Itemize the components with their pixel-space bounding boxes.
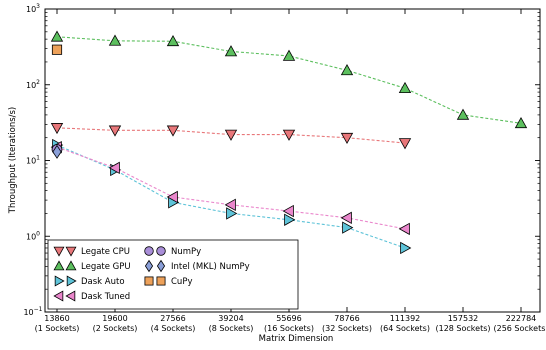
data-point-1 [110, 35, 121, 45]
data-point-0 [226, 130, 237, 140]
y-tick-label: 10−1 [23, 306, 42, 317]
legend-label: Intel (MKL) NumPy [171, 262, 250, 272]
legend-label: Dask Auto [81, 277, 125, 287]
x-tick-sublabel: (8 Sockets) [209, 324, 254, 333]
data-point-1 [342, 65, 353, 75]
legend-marker [145, 277, 153, 285]
data-point-3 [342, 212, 352, 223]
data-point-0 [400, 139, 411, 149]
data-point-1 [284, 50, 295, 60]
x-axis-label: Matrix Dimension [259, 334, 334, 344]
x-tick-sublabel: (2 Sockets) [93, 324, 138, 333]
data-point-3 [400, 223, 410, 234]
data-point-0 [342, 133, 353, 143]
legend-marker [157, 277, 165, 285]
data-point-0 [52, 123, 63, 133]
x-tick-sublabel: (64 Sockets) [380, 324, 430, 333]
y-tick-label: 102 [26, 79, 40, 90]
data-point-6 [52, 45, 61, 54]
x-tick-label: 157532 [448, 314, 479, 323]
x-tick-sublabel: (32 Sockets) [322, 324, 372, 333]
x-tick-label: 55696 [276, 314, 301, 323]
x-tick-label: 19600 [102, 314, 127, 323]
data-point-2 [401, 242, 411, 253]
x-tick-sublabel: (4 Sockets) [151, 324, 196, 333]
x-tick-label: 78766 [334, 314, 359, 323]
x-tick-label: 111392 [390, 314, 421, 323]
y-tick-label: 101 [26, 155, 40, 166]
data-point-1 [400, 83, 411, 93]
legend-label: NumPy [171, 247, 201, 257]
x-tick-label: 39204 [218, 314, 243, 323]
x-tick-sublabel: (256 Sockets) [494, 324, 546, 333]
data-point-1 [52, 31, 63, 41]
y-axis-label: Throughput (Iterations/s) [8, 107, 18, 214]
legend-marker [157, 247, 166, 256]
x-tick-sublabel: (128 Sockets) [436, 324, 491, 333]
legend-marker [145, 247, 154, 256]
series-line-2 [57, 145, 405, 248]
data-point-1 [458, 109, 469, 119]
legend-label: CuPy [171, 277, 192, 287]
y-tick-label: 100 [26, 230, 40, 241]
legend-label: Legate GPU [81, 262, 131, 272]
legend: Legate CPU Legate GPU Dask Auto Dask Tuned N… [48, 240, 298, 309]
y-tick-label: 103 [26, 3, 40, 14]
legend-label: Legate CPU [81, 247, 130, 257]
legend-label: Dask Tuned [81, 292, 130, 302]
x-tick-sublabel: (1 Sockets) [35, 324, 80, 333]
x-tick-sublabel: (16 Sockets) [264, 324, 314, 333]
x-tick-label: 222784 [506, 314, 537, 323]
data-point-2 [343, 222, 353, 233]
x-tick-label: 27566 [160, 314, 185, 323]
x-tick-label: 13860 [44, 314, 69, 323]
